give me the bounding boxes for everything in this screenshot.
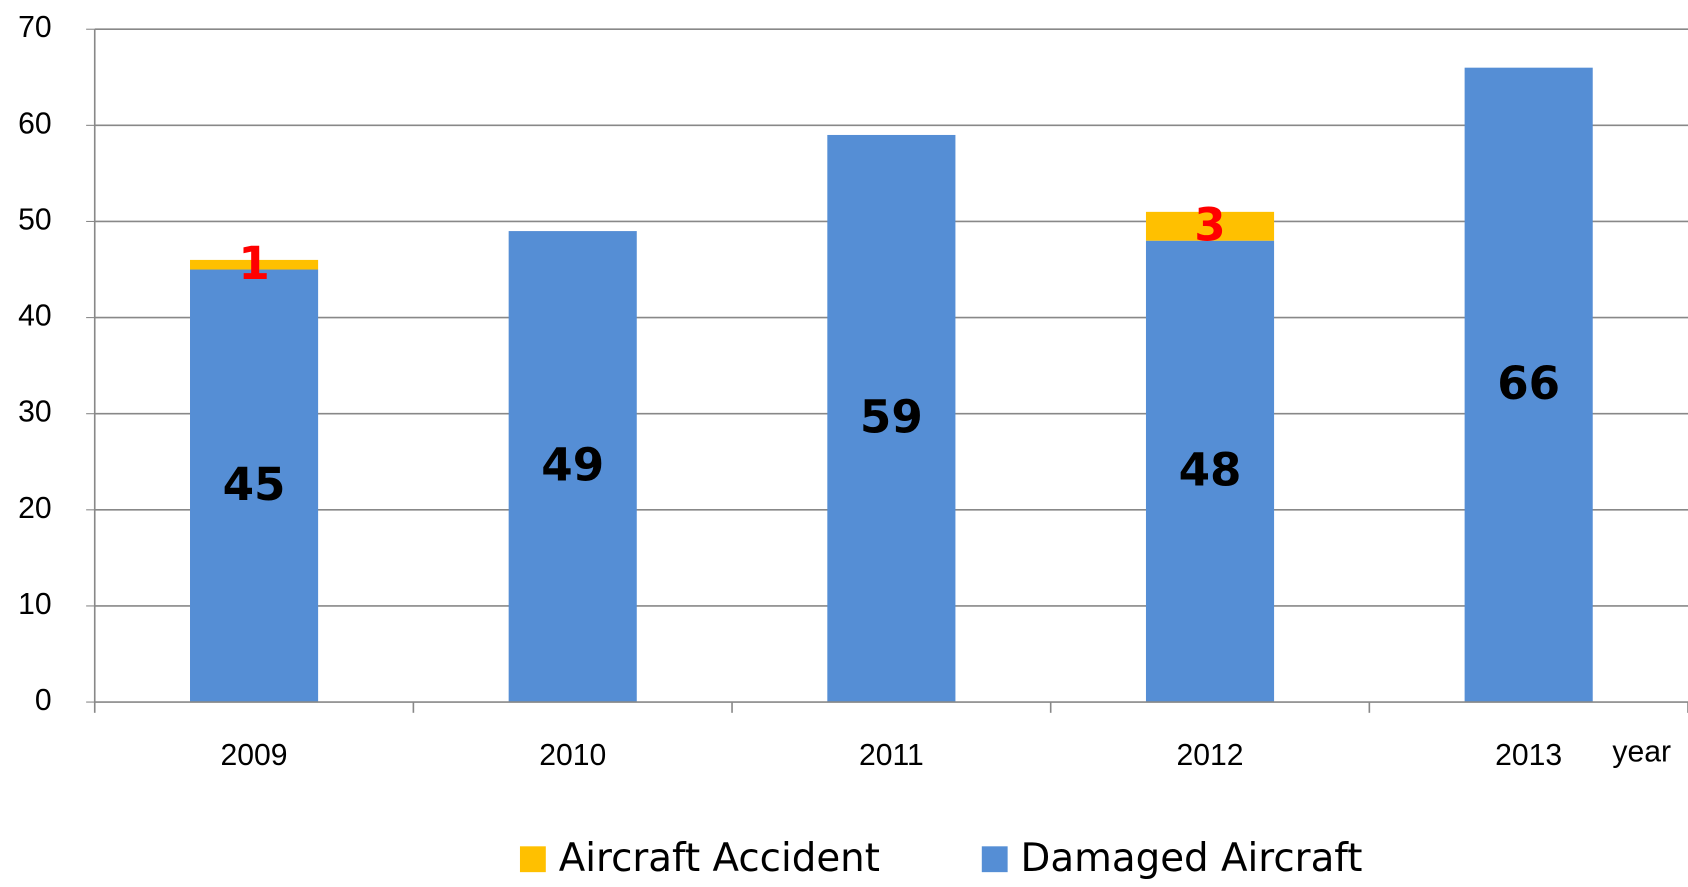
y-tick-label: 70 — [18, 11, 52, 44]
x-axis-label: year — [1612, 736, 1671, 769]
legend-swatch — [981, 846, 1008, 873]
legend-label: Damaged Aircraft — [1021, 836, 1363, 881]
x-tick-label: 2010 — [539, 739, 606, 772]
bar-segment — [508, 231, 637, 703]
legend-swatch — [519, 846, 546, 873]
bar-segment — [1145, 240, 1275, 703]
x-tick-label: 2011 — [859, 739, 924, 772]
value-label: 3 — [1194, 198, 1225, 251]
value-label: 45 — [223, 458, 286, 511]
y-tick-label: 40 — [18, 300, 52, 333]
bar-segment — [190, 269, 319, 703]
y-tick-label: 50 — [18, 203, 52, 236]
x-tick-label: 2013 — [1495, 739, 1562, 772]
value-label: 1 — [238, 237, 269, 290]
y-tick-label: 60 — [18, 107, 52, 140]
y-tick-label: 20 — [18, 492, 52, 525]
value-label: 59 — [860, 391, 923, 444]
value-label: 66 — [1497, 357, 1560, 410]
value-label: 48 — [1179, 444, 1242, 497]
y-tick-label: 10 — [18, 588, 52, 621]
legend-label: Aircraft Accident — [559, 836, 880, 881]
x-tick-label: 2009 — [221, 739, 288, 772]
bar-segment — [1464, 67, 1593, 703]
y-tick-label: 0 — [35, 684, 52, 717]
bar-segment — [827, 134, 956, 703]
bar-segment — [1145, 211, 1275, 241]
value-label: 49 — [541, 439, 604, 492]
x-tick-label: 2012 — [1177, 739, 1244, 772]
bar-segment — [190, 259, 319, 270]
y-tick-label: 30 — [18, 396, 52, 429]
